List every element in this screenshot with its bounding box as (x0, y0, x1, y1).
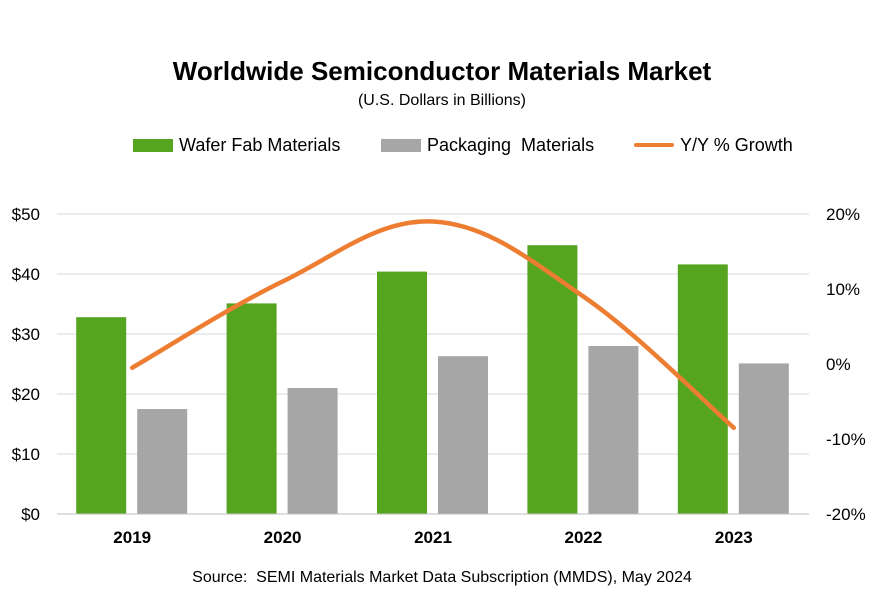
legend-item-growth: Y/Y % Growth (634, 133, 793, 157)
bar-packaging (588, 346, 639, 514)
bar-packaging (738, 363, 789, 514)
bar-packaging (137, 409, 188, 514)
y-left-tick-label: $50 (12, 205, 40, 224)
y-right-tick-label: -10% (826, 430, 866, 449)
legend-label-wafer-fab: Wafer Fab Materials (179, 134, 341, 155)
y-right-tick-label: 20% (826, 205, 860, 224)
x-tick-label: 2023 (715, 528, 753, 547)
y-left-tick-label: $0 (21, 505, 40, 524)
x-tick-label: 2021 (414, 528, 452, 547)
bar-wafer-fab (226, 303, 277, 514)
chart-title: Worldwide Semiconductor Materials Market (172, 56, 712, 86)
x-tick-label: 2019 (113, 528, 151, 547)
legend-swatch-growth (634, 143, 674, 147)
legend-item-wafer-fab: Wafer Fab Materials (133, 133, 340, 157)
legend-swatch-packaging (381, 138, 421, 152)
x-tick-label: 2020 (264, 528, 302, 547)
y-right-tick-label: 10% (826, 280, 860, 299)
bar-wafer-fab (76, 317, 127, 514)
y-left-tick-label: $10 (12, 445, 40, 464)
chart-subtitle: (U.S. Dollars in Billions) (357, 92, 527, 109)
legend-label-packaging: Packaging Materials (427, 134, 595, 155)
bar-wafer-fab (677, 264, 728, 514)
legend-swatch-wafer-fab (133, 138, 173, 152)
legend-item-packaging: Packaging Materials (381, 133, 594, 157)
x-tick-label: 2022 (564, 528, 602, 547)
bar-packaging (287, 388, 338, 514)
bar-packaging (438, 356, 488, 514)
source-note: Source: SEMI Materials Market Data Subsc… (192, 569, 692, 586)
y-left-tick-label: $40 (12, 265, 40, 284)
y-right-tick-label: 0% (826, 355, 851, 374)
bar-wafer-fab (527, 245, 578, 514)
legend-label-growth: Y/Y % Growth (680, 134, 793, 155)
y-left-tick-label: $20 (12, 385, 40, 404)
legend: Wafer Fab Materials Packaging Materials … (0, 133, 884, 157)
growth-line (129, 219, 737, 430)
y-right-tick-label: -20% (826, 505, 866, 524)
bar-wafer-fab (377, 271, 427, 514)
y-left-tick-label: $30 (12, 325, 40, 344)
